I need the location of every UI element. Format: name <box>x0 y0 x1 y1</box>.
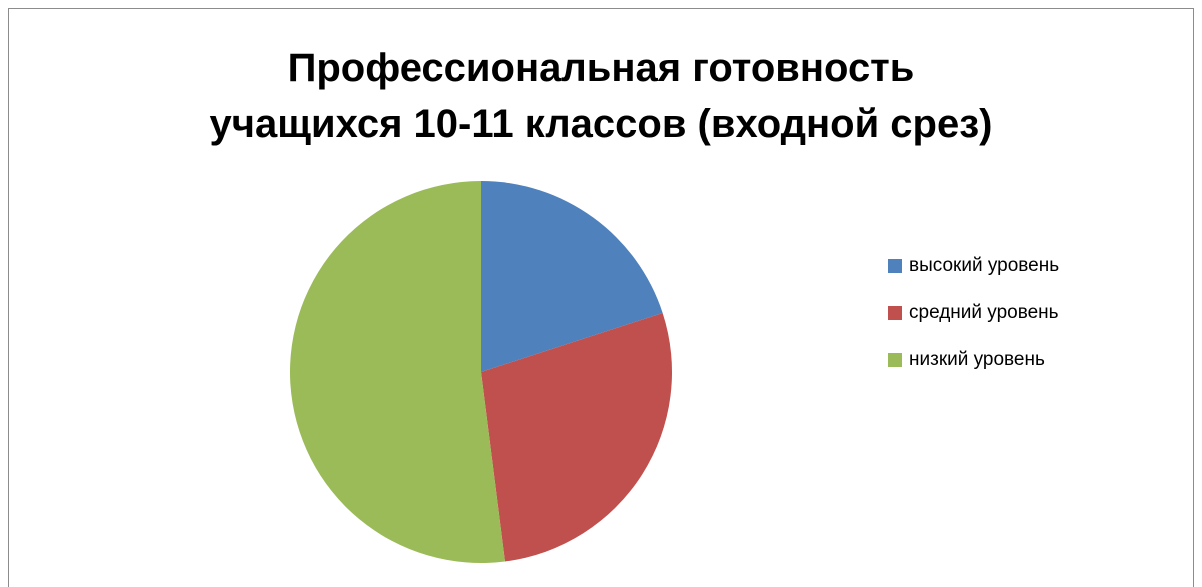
legend-swatch-high <box>888 259 902 273</box>
legend-item-medium: средний уровень <box>888 301 1059 325</box>
legend-swatch-medium <box>888 306 902 320</box>
legend-item-low: низкий уровень <box>888 348 1059 372</box>
legend: высокий уровень средний уровень низкий у… <box>888 254 1059 395</box>
legend-swatch-low <box>888 353 902 367</box>
pie-slice-high <box>481 181 663 372</box>
legend-label-high: высокий уровень <box>909 255 1060 276</box>
legend-label-low: низкий уровень <box>909 349 1045 370</box>
chart-title-line-2: учащихся 10-11 классов (входной срез) <box>209 102 993 146</box>
chart-title: Профессиональная готовность учащихся 10-… <box>0 40 1202 152</box>
legend-item-high: высокий уровень <box>888 254 1059 278</box>
pie-slice-medium <box>481 312 672 562</box>
pie-slice-low <box>289 181 505 564</box>
chart-title-line-1: Профессиональная готовность <box>287 46 915 90</box>
legend-label-medium: средний уровень <box>909 302 1059 323</box>
pie-slices <box>289 181 672 564</box>
